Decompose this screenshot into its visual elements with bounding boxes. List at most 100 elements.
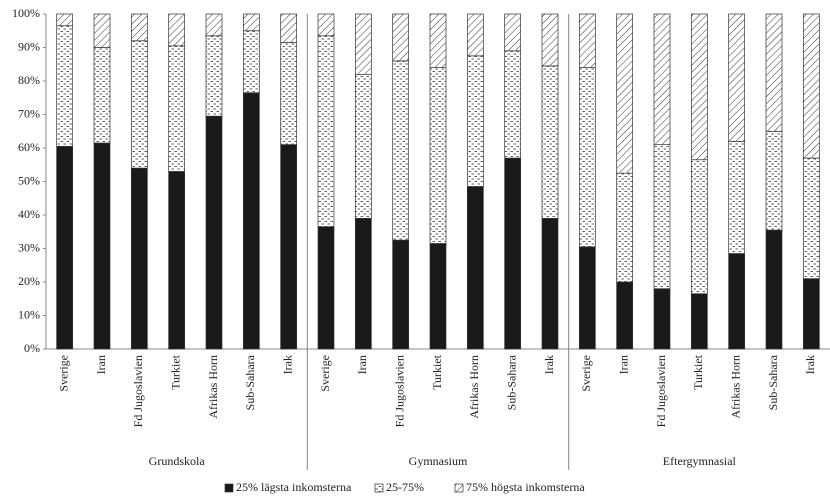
bar-segment <box>466 13 484 57</box>
bar-segment <box>317 35 335 228</box>
bar-segment <box>765 229 783 350</box>
bar-segment <box>93 142 111 350</box>
bar-segment <box>392 60 410 241</box>
bar-segment <box>429 243 447 350</box>
bar-segment <box>56 13 74 27</box>
bar-segment <box>653 288 671 350</box>
bar-segment <box>280 13 298 43</box>
y-tick-label: 90% <box>18 39 40 53</box>
bar-segment <box>317 13 335 37</box>
bar-segment <box>504 13 522 52</box>
legend-label: 25% lägsta inkomsterna <box>236 480 352 494</box>
bar-segment <box>93 13 111 48</box>
bar-segment <box>653 144 671 290</box>
y-tick-label: 70% <box>18 106 40 120</box>
bar-segment <box>130 167 148 350</box>
bar-segment <box>616 281 634 350</box>
legend-label: 25-75% <box>386 480 424 494</box>
bar-segment <box>242 13 260 32</box>
bar-segment <box>205 35 223 117</box>
bar-segment <box>802 13 820 159</box>
bar-segment <box>56 25 74 147</box>
x-tick-label: Afrikas Horn <box>467 355 481 419</box>
x-tick-label: Fd Jugoslavien <box>131 355 145 427</box>
bar-segment <box>541 218 559 350</box>
bar-segment <box>728 253 746 350</box>
bar-segment <box>616 13 634 174</box>
bar-segment <box>392 239 410 350</box>
bar-segment <box>168 171 186 350</box>
bar-segment <box>541 65 559 219</box>
y-tick-label: 100% <box>12 6 40 20</box>
bar-segment <box>168 45 186 172</box>
bar-segment <box>541 13 559 67</box>
x-tick-label: Sverige <box>579 355 593 392</box>
bar-segment <box>93 47 111 144</box>
bar-segment <box>242 30 260 94</box>
bar-segment <box>765 130 783 231</box>
x-tick-label: Afrikas Horn <box>206 355 220 419</box>
y-tick-label: 50% <box>18 173 40 187</box>
bar-segment <box>280 144 298 350</box>
bar-segment <box>690 293 708 350</box>
legend-swatch <box>224 483 234 493</box>
y-tick-label: 0% <box>24 341 40 355</box>
bar-segment <box>466 186 484 350</box>
x-tick-label: Fd Jugoslavien <box>392 355 406 427</box>
bar-segment <box>392 13 410 62</box>
bar-segment <box>504 157 522 350</box>
bar-segment <box>354 13 372 75</box>
bar-segment <box>56 145 74 350</box>
bar-segment <box>280 42 298 146</box>
bar-segment <box>317 226 335 350</box>
x-tick-label: Iran <box>94 355 108 374</box>
y-tick-label: 30% <box>18 240 40 254</box>
group-label: Gymnasium <box>409 454 468 468</box>
bar-segment <box>653 13 671 145</box>
y-tick-label: 20% <box>18 274 40 288</box>
x-tick-label: Irak <box>542 355 556 374</box>
x-tick-label: Turkiet <box>691 354 705 390</box>
bar-segment <box>130 40 148 169</box>
legend-swatch <box>454 483 464 493</box>
bar-segment <box>504 50 522 159</box>
group-label: Grundskola <box>149 454 206 468</box>
bar-segment <box>354 218 372 350</box>
bar-segment <box>205 115 223 350</box>
bar-segment <box>429 67 447 244</box>
bar-segment <box>765 13 783 132</box>
x-tick-label: Sub-Sahara <box>766 354 780 410</box>
bar-segment <box>466 55 484 187</box>
legend-label: 75% högsta inkomsterna <box>466 480 585 494</box>
bar-segment <box>205 13 223 37</box>
bar-segment <box>728 140 746 254</box>
bar-segment <box>616 172 634 283</box>
x-tick-label: Turkiet <box>430 354 444 390</box>
y-tick-label: 80% <box>18 73 40 87</box>
y-tick-label: 60% <box>18 140 40 154</box>
x-tick-label: Turkiet <box>168 354 182 390</box>
bar-segment <box>578 13 596 68</box>
legend-swatch <box>374 483 384 493</box>
bar-segment <box>354 73 372 219</box>
group-label: Eftergymnasial <box>663 454 737 468</box>
bar-segment <box>130 13 148 42</box>
bar-segment <box>728 13 746 142</box>
x-tick-label: Irak <box>280 355 294 374</box>
bar-segment <box>802 278 820 350</box>
x-tick-label: Iran <box>616 355 630 374</box>
x-tick-label: Sub-Sahara <box>504 354 518 410</box>
x-tick-label: Iran <box>355 355 369 374</box>
bar-segment <box>690 13 708 161</box>
bar-segment <box>578 67 596 248</box>
x-tick-label: Irak <box>803 355 817 374</box>
bar-segment <box>242 92 260 350</box>
bar-segment <box>690 159 708 295</box>
bar-segment <box>168 13 186 47</box>
bar-segment <box>802 157 820 280</box>
x-tick-label: Sverige <box>56 355 70 392</box>
x-tick-label: Fd Jugoslavien <box>654 355 668 427</box>
x-tick-label: Sverige <box>318 355 332 392</box>
x-tick-label: Afrikas Horn <box>728 355 742 419</box>
